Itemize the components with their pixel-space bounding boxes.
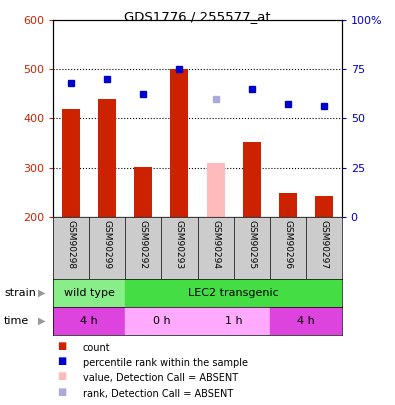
Text: GSM90299: GSM90299 [103,220,112,269]
Bar [126,307,198,335]
Text: ■: ■ [57,356,66,366]
Text: time: time [4,316,29,326]
Bar [126,279,342,307]
Text: ■: ■ [57,387,66,397]
Text: rank, Detection Call = ABSENT: rank, Detection Call = ABSENT [83,389,233,399]
Bar [315,196,333,217]
Text: 4 h: 4 h [297,316,314,326]
Text: GSM90292: GSM90292 [139,220,148,269]
Text: ▶: ▶ [38,288,45,298]
Bar [270,307,342,335]
Text: GSM90296: GSM90296 [283,220,292,269]
Text: ▶: ▶ [38,316,45,326]
Bar [53,307,126,335]
Bar [62,109,80,217]
Text: GSM90293: GSM90293 [175,220,184,269]
Bar [243,142,261,217]
Bar [207,163,224,217]
Text: ■: ■ [57,371,66,382]
Bar [134,166,152,217]
Text: LEC2 transgenic: LEC2 transgenic [188,288,279,298]
Text: value, Detection Call = ABSENT: value, Detection Call = ABSENT [83,373,238,384]
Bar [98,99,117,217]
Text: GSM90297: GSM90297 [319,220,328,269]
Text: 4 h: 4 h [81,316,98,326]
Bar [278,193,297,217]
Bar [198,307,269,335]
Bar [53,279,126,307]
Text: 1 h: 1 h [225,316,243,326]
Text: strain: strain [4,288,36,298]
Text: 0 h: 0 h [152,316,170,326]
Text: GSM90294: GSM90294 [211,220,220,269]
Bar [171,69,188,217]
Text: wild type: wild type [64,288,115,298]
Text: ■: ■ [57,341,66,351]
Text: percentile rank within the sample: percentile rank within the sample [83,358,248,368]
Text: GSM90298: GSM90298 [67,220,76,269]
Text: GDS1776 / 255577_at: GDS1776 / 255577_at [124,10,271,23]
Text: GSM90295: GSM90295 [247,220,256,269]
Text: count: count [83,343,111,353]
